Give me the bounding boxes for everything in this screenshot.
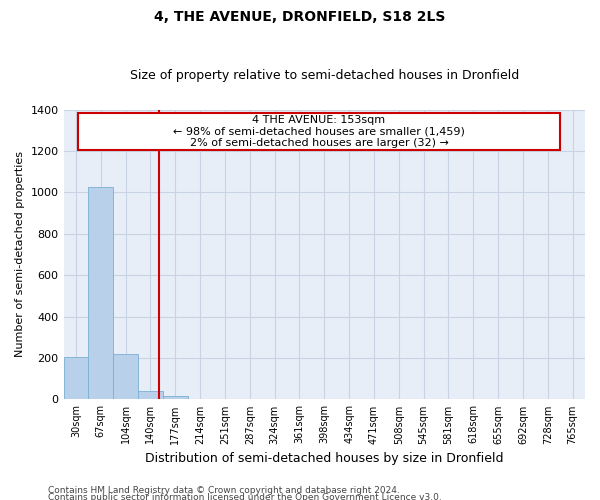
Text: 4 THE AVENUE: 153sqm: 4 THE AVENUE: 153sqm [253,115,386,125]
Bar [113,354,138,400]
Bar [64,357,88,400]
Y-axis label: Number of semi-detached properties: Number of semi-detached properties [15,152,25,358]
Title: Size of property relative to semi-detached houses in Dronfield: Size of property relative to semi-detach… [130,69,519,82]
Bar [138,391,163,400]
X-axis label: Distribution of semi-detached houses by size in Dronfield: Distribution of semi-detached houses by … [145,452,503,465]
Text: Contains public sector information licensed under the Open Government Licence v3: Contains public sector information licen… [48,494,442,500]
Text: 4, THE AVENUE, DRONFIELD, S18 2LS: 4, THE AVENUE, DRONFIELD, S18 2LS [154,10,446,24]
Text: Contains HM Land Registry data © Crown copyright and database right 2024.: Contains HM Land Registry data © Crown c… [48,486,400,495]
Bar [163,396,188,400]
Text: ← 98% of semi-detached houses are smaller (1,459): ← 98% of semi-detached houses are smalle… [173,126,465,136]
FancyBboxPatch shape [78,112,560,150]
Text: 2% of semi-detached houses are larger (32) →: 2% of semi-detached houses are larger (3… [190,138,448,147]
Bar [88,187,113,400]
